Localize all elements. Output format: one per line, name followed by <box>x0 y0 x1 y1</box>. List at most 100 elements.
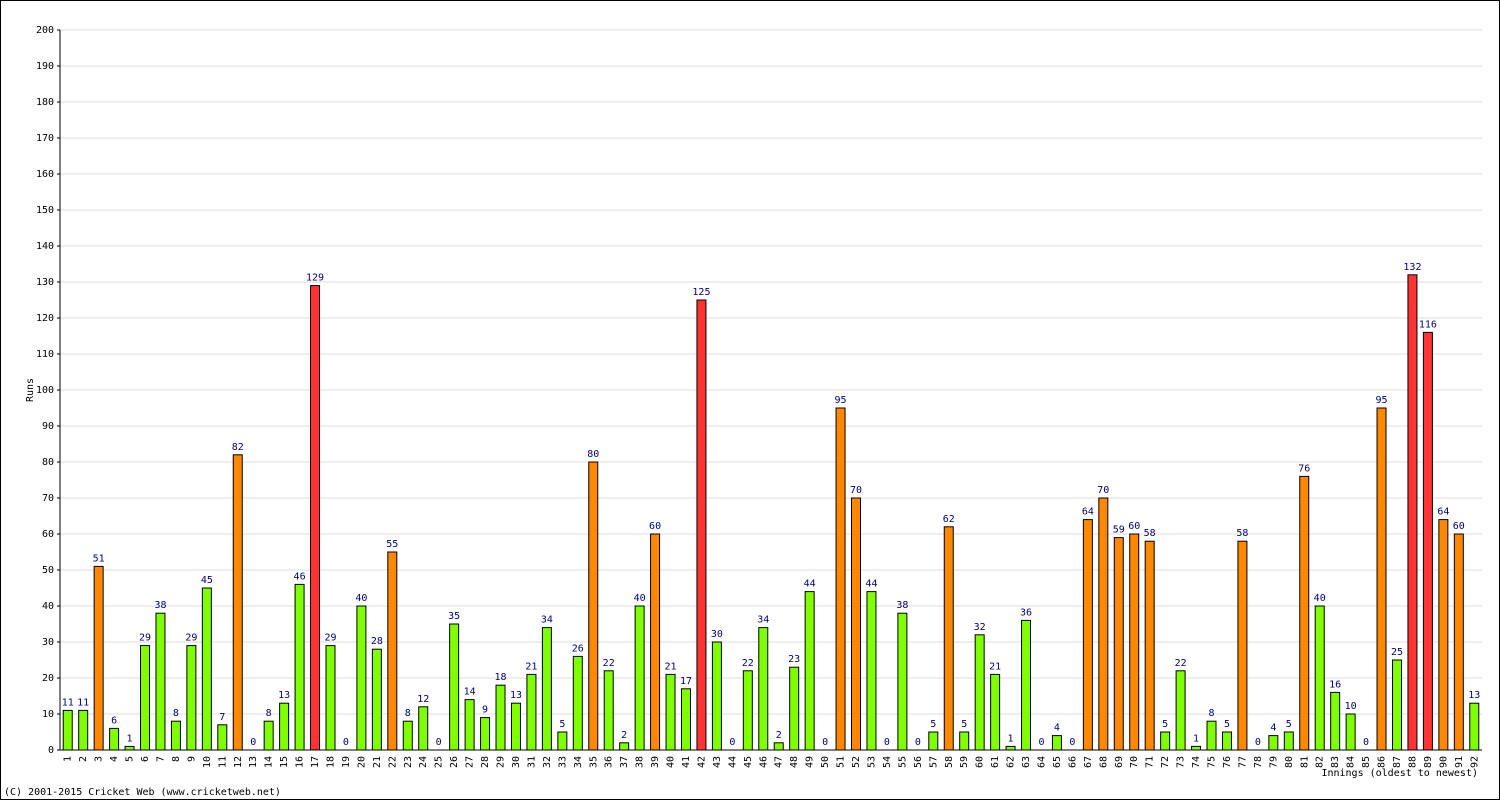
bar <box>1175 670 1186 751</box>
x-tick-label: 68 <box>1098 756 1109 768</box>
y-tick-label: 50 <box>42 565 54 576</box>
value-label: 8 <box>1208 708 1214 719</box>
value-label: 4 <box>1270 723 1276 734</box>
x-tick-label: 87 <box>1392 756 1403 768</box>
value-label: 5 <box>961 719 967 730</box>
x-tick-label: 51 <box>836 756 847 768</box>
value-label: 30 <box>711 629 723 640</box>
value-label: 70 <box>850 485 862 496</box>
bar <box>418 706 429 751</box>
value-label: 80 <box>587 449 599 460</box>
x-tick-label: 42 <box>696 756 707 768</box>
bar <box>634 605 645 751</box>
bar <box>1021 619 1032 751</box>
bar <box>804 591 815 751</box>
value-label: 2 <box>776 730 782 741</box>
value-label: 0 <box>729 737 735 748</box>
value-label: 58 <box>1236 528 1248 539</box>
bar <box>170 720 181 751</box>
y-tick-label: 200 <box>36 25 54 36</box>
value-label: 17 <box>680 676 692 687</box>
bar <box>402 720 413 751</box>
bar <box>464 699 475 751</box>
bar <box>1206 720 1217 751</box>
x-tick-label: 21 <box>372 756 383 768</box>
x-tick-label: 23 <box>403 756 414 768</box>
value-label: 28 <box>371 636 383 647</box>
bar <box>1129 533 1140 751</box>
x-tick-label: 39 <box>650 756 661 768</box>
y-tick-label: 120 <box>36 313 54 324</box>
x-tick-label: 85 <box>1361 756 1372 768</box>
bar <box>140 645 151 751</box>
bar <box>1391 659 1402 751</box>
value-label: 10 <box>1345 701 1357 712</box>
y-tick-label: 130 <box>36 277 54 288</box>
value-label: 116 <box>1419 319 1437 330</box>
bar <box>310 285 321 751</box>
value-label: 38 <box>896 600 908 611</box>
bar <box>279 702 290 751</box>
x-tick-label: 33 <box>557 756 568 768</box>
bar <box>1469 702 1480 751</box>
x-tick-label: 67 <box>1083 756 1094 768</box>
y-tick-label: 160 <box>36 169 54 180</box>
bar <box>1407 274 1418 751</box>
x-tick-label: 83 <box>1330 756 1341 768</box>
bar <box>711 641 722 751</box>
y-tick-label: 70 <box>42 493 54 504</box>
x-tick-label: 69 <box>1114 756 1125 768</box>
value-label: 132 <box>1403 262 1421 273</box>
value-label: 0 <box>343 737 349 748</box>
x-tick-label: 22 <box>387 756 398 768</box>
bar <box>1345 713 1356 751</box>
value-label: 44 <box>804 579 816 590</box>
value-label: 40 <box>355 593 367 604</box>
value-label: 29 <box>139 633 151 644</box>
y-tick-label: 80 <box>42 457 54 468</box>
x-tick-label: 53 <box>866 756 877 768</box>
bar <box>495 684 506 751</box>
x-tick-label: 50 <box>820 756 831 768</box>
x-tick-label: 18 <box>325 756 336 768</box>
bar <box>217 724 228 751</box>
value-label: 21 <box>525 661 537 672</box>
value-label: 12 <box>417 694 429 705</box>
bar <box>742 670 753 751</box>
x-tick-label: 86 <box>1377 756 1388 768</box>
value-label: 5 <box>930 719 936 730</box>
x-tick-label: 2 <box>78 756 89 762</box>
x-tick-label: 57 <box>928 756 939 768</box>
y-tick-label: 150 <box>36 205 54 216</box>
x-tick-label: 19 <box>341 756 352 768</box>
value-label: 0 <box>1255 737 1261 748</box>
value-label: 51 <box>93 553 105 564</box>
value-label: 0 <box>1069 737 1075 748</box>
value-label: 29 <box>324 633 336 644</box>
bar <box>851 497 862 751</box>
bar <box>155 612 166 751</box>
value-label: 0 <box>884 737 890 748</box>
y-tick-label: 190 <box>36 61 54 72</box>
bar <box>557 731 568 751</box>
bar <box>866 591 877 751</box>
x-tick-label: 26 <box>449 756 460 768</box>
x-tick-label: 55 <box>897 756 908 768</box>
x-tick-label: 75 <box>1207 756 1218 768</box>
value-label: 8 <box>173 708 179 719</box>
x-tick-label: 70 <box>1129 756 1140 768</box>
y-tick-label: 90 <box>42 421 54 432</box>
bar <box>510 702 521 751</box>
bar <box>1160 731 1171 751</box>
bar <box>294 583 305 751</box>
x-tick-label: 8 <box>171 756 182 762</box>
value-label: 82 <box>232 442 244 453</box>
value-label: 40 <box>634 593 646 604</box>
value-label: 95 <box>835 395 847 406</box>
value-label: 11 <box>77 697 89 708</box>
y-tick-label: 110 <box>36 349 54 360</box>
x-tick-label: 34 <box>573 756 584 768</box>
x-tick-label: 32 <box>542 756 553 768</box>
y-tick-label: 100 <box>36 385 54 396</box>
x-tick-label: 49 <box>805 756 816 768</box>
